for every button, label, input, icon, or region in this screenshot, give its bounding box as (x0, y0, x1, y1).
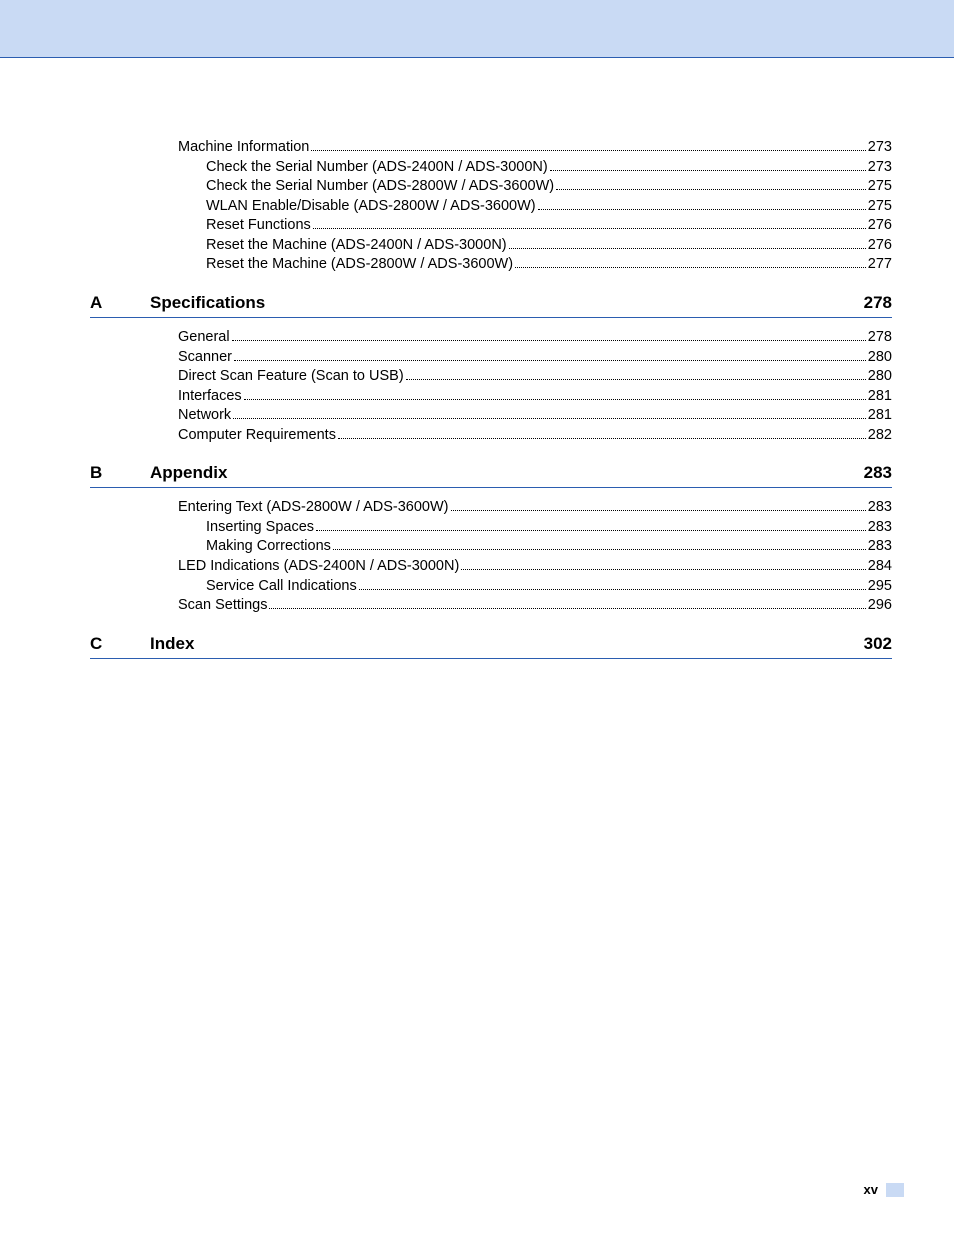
toc-entry[interactable]: Reset Functions 276 (90, 216, 892, 236)
toc-entry[interactable]: Reset the Machine (ADS-2400N / ADS-3000N… (90, 236, 892, 256)
toc-entry[interactable]: WLAN Enable/Disable (ADS-2800W / ADS-360… (90, 197, 892, 217)
toc-leader-dots (556, 189, 866, 190)
toc-entry-label: LED Indications (ADS-2400N / ADS-3000N) (178, 557, 459, 577)
toc-entry-label: Direct Scan Feature (Scan to USB) (178, 367, 404, 387)
section-letter: A (90, 293, 150, 313)
toc-leader-dots (234, 360, 866, 361)
toc-entry[interactable]: Scan Settings 296 (90, 596, 892, 616)
toc-entry[interactable]: LED Indications (ADS-2400N / ADS-3000N) 2… (90, 557, 892, 577)
toc-leader-dots (461, 569, 866, 570)
toc-section-block: General278Scanner280Direct Scan Feature … (90, 328, 892, 445)
section-page: 302 (864, 634, 892, 654)
toc-leader-dots (233, 418, 866, 419)
toc-entry[interactable]: Inserting Spaces 283 (90, 518, 892, 538)
toc-entry-page: 280 (868, 367, 892, 387)
toc-entry-page: 278 (868, 328, 892, 348)
toc-leader-dots (509, 248, 866, 249)
section-title: Index (150, 634, 864, 654)
toc-entry-label: WLAN Enable/Disable (ADS-2800W / ADS-360… (206, 197, 536, 217)
toc-entry-page: 273 (868, 138, 892, 158)
toc-entry-page: 275 (868, 197, 892, 217)
toc-leader-dots (313, 228, 866, 229)
toc-entry[interactable]: Check the Serial Number (ADS-2800W / ADS… (90, 177, 892, 197)
toc-entry[interactable]: Computer Requirements 282 (90, 426, 892, 446)
toc-entry[interactable]: Direct Scan Feature (Scan to USB) 280 (90, 367, 892, 387)
toc-entry-label: Reset the Machine (ADS-2800W / ADS-3600W… (206, 255, 513, 275)
toc-entry-page: 281 (868, 406, 892, 426)
toc-section-heading[interactable]: CIndex302 (90, 634, 892, 659)
toc-content: Machine Information 273 Check the Serial N… (0, 58, 954, 659)
toc-entry-page: 280 (868, 348, 892, 368)
toc-leader-dots (550, 170, 866, 171)
toc-leader-dots (316, 530, 866, 531)
section-letter: B (90, 463, 150, 483)
toc-leader-dots (244, 399, 866, 400)
toc-leader-dots (451, 510, 866, 511)
section-title: Specifications (150, 293, 864, 313)
toc-entry-page: 275 (868, 177, 892, 197)
toc-entry[interactable]: Interfaces 281 (90, 387, 892, 407)
section-page: 283 (864, 463, 892, 483)
toc-entry[interactable]: Service Call Indications 295 (90, 577, 892, 597)
toc-section-heading[interactable]: ASpecifications278 (90, 293, 892, 318)
toc-entry-label: Machine Information (178, 138, 309, 158)
toc-entry-label: Check the Serial Number (ADS-2400N / ADS… (206, 158, 548, 178)
toc-entry-page: 296 (868, 596, 892, 616)
toc-entry-page: 295 (868, 577, 892, 597)
toc-section-block: Entering Text (ADS-2800W / ADS-3600W) 283… (90, 498, 892, 615)
toc-entry-page: 281 (868, 387, 892, 407)
toc-entry[interactable]: Entering Text (ADS-2800W / ADS-3600W) 283 (90, 498, 892, 518)
toc-leader-dots (538, 209, 866, 210)
section-letter: C (90, 634, 150, 654)
toc-leader-dots (311, 150, 865, 151)
toc-entry[interactable]: Making Corrections 283 (90, 537, 892, 557)
page-number: xv (864, 1182, 878, 1197)
toc-entry[interactable]: Network 281 (90, 406, 892, 426)
toc-entry-label: Reset Functions (206, 216, 311, 236)
toc-leader-dots (359, 589, 866, 590)
toc-entry[interactable]: Reset the Machine (ADS-2800W / ADS-3600W… (90, 255, 892, 275)
toc-entry-page: 277 (868, 255, 892, 275)
toc-entry-page: 276 (868, 216, 892, 236)
toc-leader-dots (515, 267, 866, 268)
toc-entry-label: Network (178, 406, 231, 426)
toc-entry[interactable]: General 278 (90, 328, 892, 348)
toc-leader-dots (406, 379, 866, 380)
toc-entry-label: Scanner (178, 348, 232, 368)
toc-entry[interactable]: Check the Serial Number (ADS-2400N / ADS… (90, 158, 892, 178)
toc-leader-dots (333, 549, 866, 550)
toc-entry-label: Making Corrections (206, 537, 331, 557)
toc-entry-label: Check the Serial Number (ADS-2800W / ADS… (206, 177, 554, 197)
toc-entry-label: Entering Text (ADS-2800W / ADS-3600W) (178, 498, 449, 518)
toc-entry[interactable]: Scanner 280 (90, 348, 892, 368)
toc-entry[interactable]: Machine Information 273 (90, 138, 892, 158)
toc-entry-label: Service Call Indications (206, 577, 357, 597)
toc-entry-label: Computer Requirements (178, 426, 336, 446)
section-title: Appendix (150, 463, 864, 483)
page-footer: xv (864, 1182, 904, 1197)
toc-entry-page: 273 (868, 158, 892, 178)
toc-pre-block: Machine Information 273 Check the Serial N… (90, 138, 892, 275)
section-page: 278 (864, 293, 892, 313)
toc-entry-label: General (178, 328, 230, 348)
toc-leader-dots (269, 608, 865, 609)
toc-entry-page: 276 (868, 236, 892, 256)
toc-entry-page: 283 (868, 537, 892, 557)
toc-entry-page: 284 (868, 557, 892, 577)
toc-entry-label: Scan Settings (178, 596, 267, 616)
toc-entry-page: 283 (868, 518, 892, 538)
toc-leader-dots (232, 340, 866, 341)
footer-tab (886, 1183, 904, 1197)
toc-entry-page: 283 (868, 498, 892, 518)
toc-leader-dots (338, 438, 866, 439)
toc-section-heading[interactable]: BAppendix283 (90, 463, 892, 488)
toc-entry-label: Inserting Spaces (206, 518, 314, 538)
toc-entry-label: Interfaces (178, 387, 242, 407)
toc-entry-page: 282 (868, 426, 892, 446)
header-band (0, 0, 954, 58)
toc-entry-label: Reset the Machine (ADS-2400N / ADS-3000N… (206, 236, 507, 256)
